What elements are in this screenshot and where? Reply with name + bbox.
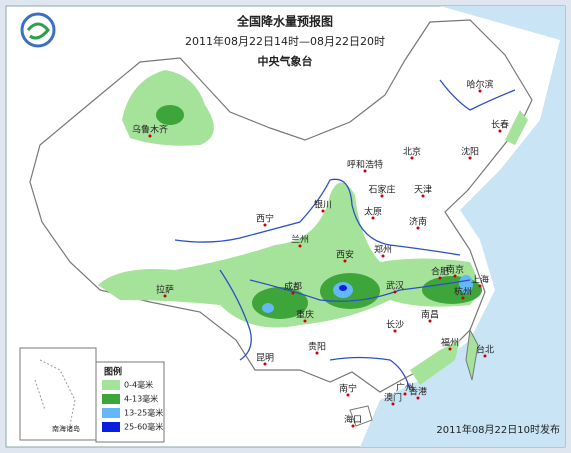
city-dot — [363, 169, 367, 173]
city-label: 福州 — [441, 337, 459, 349]
legend-title: 图例 — [104, 366, 122, 378]
city-label: 哈尔滨 — [466, 79, 493, 91]
legend-swatch — [102, 380, 120, 390]
city-dot — [403, 392, 407, 396]
city-label: 重庆 — [296, 309, 314, 321]
city-label: 呼和浩特 — [347, 159, 383, 171]
city-label: 合肥 — [431, 266, 449, 278]
city-dot — [438, 276, 442, 280]
legend-label: 25-60毫米 — [124, 422, 163, 432]
city-label: 南宁 — [339, 383, 357, 395]
city-label: 南昌 — [421, 309, 439, 321]
city-label: 石家庄 — [368, 184, 395, 196]
city-label: 昆明 — [256, 353, 274, 364]
city-dot — [163, 294, 167, 298]
city-dot — [315, 351, 319, 355]
city-dot — [263, 362, 267, 366]
city-dot — [410, 156, 414, 160]
city-label: 西安 — [336, 249, 354, 261]
city-dot — [148, 134, 152, 138]
city-dot — [371, 216, 375, 220]
city-label: 成都 — [284, 281, 302, 293]
city-dot — [343, 259, 347, 263]
city-dot — [468, 156, 472, 160]
city-dot — [391, 402, 395, 406]
city-dot — [453, 274, 457, 278]
inset-label: 南海诸岛 — [52, 424, 80, 433]
city-label: 北京 — [403, 146, 421, 158]
issued: 2011年08月22日10时发布 — [436, 423, 560, 436]
city-dot — [483, 354, 487, 358]
city-label: 上海 — [471, 274, 489, 286]
city-label: 拉萨 — [156, 284, 174, 296]
logo-swirl — [26, 22, 50, 40]
city-label: 武汉 — [386, 280, 404, 292]
city-label: 天津 — [414, 185, 432, 196]
period: 2011年08月22日14时—08月22日20时 — [185, 34, 385, 48]
city-dot — [428, 319, 432, 323]
city-label: 长春 — [491, 119, 509, 131]
legend-swatch — [102, 408, 120, 418]
city-dot — [291, 291, 295, 295]
city-label: 海口 — [344, 414, 362, 426]
legend-swatch — [102, 394, 120, 404]
city-label: 南京 — [446, 264, 464, 276]
city-label: 贵阳 — [308, 341, 326, 353]
city-dot — [380, 194, 384, 198]
city-dot — [393, 329, 397, 333]
city-dot — [498, 129, 502, 133]
city-dot — [351, 424, 355, 428]
rain-areas — [98, 70, 528, 385]
legend-label: 13-25毫米 — [124, 408, 163, 418]
taiwan — [465, 328, 479, 381]
city-label: 银川 — [314, 199, 332, 211]
city-label: 郑州 — [374, 244, 392, 256]
city-label: 乌鲁木齐 — [132, 124, 168, 136]
city-label: 沈阳 — [461, 146, 479, 158]
city-label: 济南 — [409, 216, 427, 228]
city-dot — [346, 393, 350, 397]
city-dot — [416, 226, 420, 230]
city-dot — [381, 254, 385, 258]
title: 全国降水量预报图 — [236, 14, 333, 29]
city-label: 太原 — [364, 206, 382, 218]
city-label: 台北 — [476, 344, 494, 356]
city-label: 澳门 — [384, 392, 402, 404]
rivers — [174, 79, 516, 391]
city-dot — [263, 223, 267, 227]
city-dot — [461, 296, 465, 300]
city-dot — [421, 194, 425, 198]
logo — [20, 12, 56, 48]
hainan — [349, 405, 373, 427]
sea — [360, 6, 565, 447]
issuer: 中央气象台 — [258, 54, 313, 68]
city-label: 杭州 — [454, 286, 472, 298]
legend-swatch — [102, 422, 120, 432]
city-dot — [393, 290, 397, 294]
city-dot — [303, 319, 307, 323]
city-label: 西宁 — [256, 213, 274, 225]
city-dot — [321, 209, 325, 213]
city-dot — [478, 89, 482, 93]
legend-items: 0-4毫米 4-13毫米 13-25毫米 25-60毫米 — [102, 380, 163, 432]
legend-label: 0-4毫米 — [124, 380, 153, 390]
city-label: 兰州 — [291, 234, 309, 246]
city-label: 香港 — [409, 386, 427, 398]
legend-label: 4-13毫米 — [124, 394, 158, 404]
city-dot — [416, 396, 420, 400]
city-dot — [298, 244, 302, 248]
city-label: 广州 — [396, 382, 414, 394]
inset-lines — [34, 359, 76, 426]
city-dot — [478, 284, 482, 288]
city-label: 长沙 — [386, 319, 404, 331]
city-dot — [448, 347, 452, 351]
